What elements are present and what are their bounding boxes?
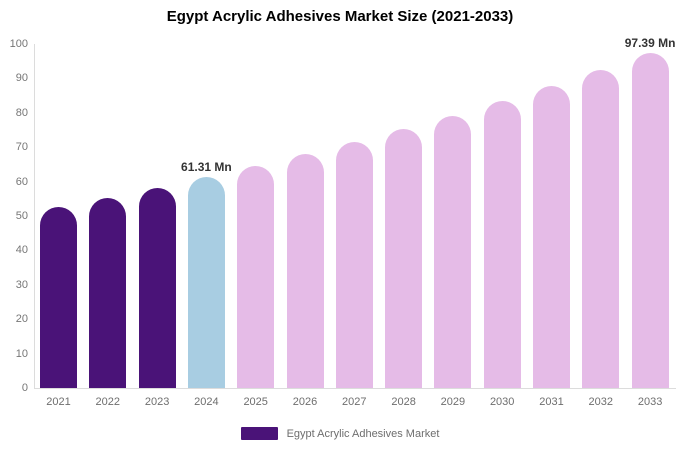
y-tick-label-60: 60 [15,175,28,188]
legend-swatch-icon [240,427,278,440]
y-tick-label-40: 40 [15,244,28,257]
x-tick-label-2030: 2030 [489,396,515,408]
legend[interactable]: Egypt Acrylic Adhesives Market [0,427,680,440]
bar-2026[interactable] [286,154,324,388]
y-tick-label-70: 70 [15,141,28,154]
x-tick-label-2024: 2024 [194,396,219,408]
x-tick-label-2031: 2031 [539,396,564,408]
bar-2030[interactable] [483,101,521,388]
x-tick-label-2029: 2029 [440,396,466,408]
data-label-2033: 97.39 Mn [624,35,676,50]
y-tick-label-100: 100 [9,38,28,50]
x-tick-label-2027: 2027 [342,396,367,408]
y-tick-label-10: 10 [15,347,28,360]
x-tick-label-2028: 2028 [391,396,416,408]
bar-2032[interactable] [582,70,620,388]
y-axis-line [34,44,35,389]
bar-2033[interactable] [631,52,669,388]
x-tick-label-2026: 2026 [292,396,318,408]
bar-2023[interactable] [138,187,176,388]
y-tick-label-50: 50 [15,210,28,222]
bar-2024[interactable] [187,177,225,388]
x-axis-line [34,388,676,389]
chart-title: Egypt Acrylic Adhesives Market Size (202… [166,8,514,25]
legend-series-label: Egypt Acrylic Adhesives Market [286,427,440,440]
bar-2021[interactable] [40,207,77,388]
y-tick-label-30: 30 [15,278,28,291]
x-tick-label-2021: 2021 [46,396,71,408]
bar-2028[interactable] [385,128,423,388]
data-label-2024: 61.31 Mn [181,160,232,175]
bar-2022[interactable] [89,197,127,388]
y-tick-label-80: 80 [15,106,28,119]
y-tick-label-0: 0 [21,382,28,394]
x-tick-label-2023: 2023 [144,396,170,408]
y-tick-label-90: 90 [15,72,28,85]
x-tick-label-2032: 2032 [588,396,614,408]
bar-2031[interactable] [533,85,570,388]
x-tick-label-2025: 2025 [243,396,268,408]
bar-2025[interactable] [237,166,275,388]
x-tick-label-2022: 2022 [95,396,121,408]
x-tick-label-2033: 2033 [637,396,663,408]
y-tick-label-20: 20 [15,313,28,326]
bar-2029[interactable] [434,115,472,388]
bar-2027[interactable] [335,142,373,388]
